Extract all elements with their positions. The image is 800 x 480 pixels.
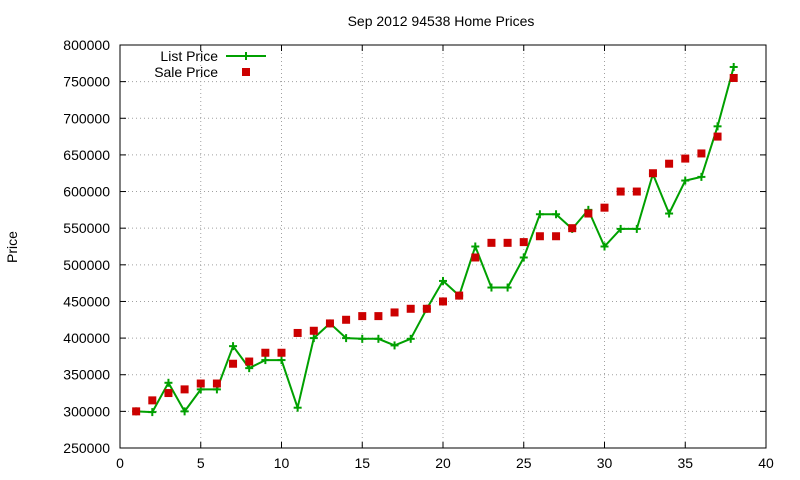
- list-price-point: [503, 283, 512, 292]
- sale-price-point: [729, 73, 738, 82]
- list-price-point: [180, 407, 189, 416]
- legend-label: Sale Price: [154, 64, 218, 80]
- sale-price-point: [406, 304, 415, 313]
- axes: 250000 300000 350000 400000 450000 500000 5500…: [63, 37, 774, 471]
- y-tick-label: 800000: [63, 37, 110, 53]
- list-price-point: [164, 378, 173, 387]
- list-price-point: [309, 334, 318, 343]
- x-tick-label: 30: [597, 455, 613, 471]
- sale-price-point: [713, 132, 722, 141]
- list-price-point: [681, 176, 690, 185]
- y-tick-label: 350000: [63, 367, 110, 383]
- list-price-point: [535, 210, 544, 219]
- sale-price-point: [309, 326, 318, 335]
- sale-price-point: [164, 389, 173, 398]
- y-axis-label: Price: [4, 231, 20, 263]
- list-price-point: [439, 276, 447, 285]
- sale-price-point: [374, 312, 383, 321]
- sale-price-point: [568, 224, 577, 233]
- sale-price-point: [422, 304, 431, 313]
- legend-label: List Price: [160, 48, 218, 64]
- y-tick-label: 400000: [63, 330, 110, 346]
- sale-price-point: [600, 203, 609, 212]
- list-price-point: [277, 356, 286, 365]
- y-tick-label: 300000: [63, 403, 110, 419]
- list-price-point: [406, 334, 415, 343]
- sale-price-point: [342, 315, 351, 324]
- y-tick-label: 750000: [63, 74, 110, 90]
- sale-price-point: [584, 209, 593, 218]
- y-tick-label: 700000: [63, 110, 110, 126]
- sale-price-point: [681, 154, 690, 163]
- list-price-point: [358, 334, 367, 343]
- sale-price-point: [358, 312, 367, 321]
- y-tick-label: 550000: [63, 220, 110, 236]
- sale-price-point: [325, 319, 334, 328]
- sale-price-point: [487, 238, 496, 247]
- list-price-point: [390, 341, 399, 350]
- list-price-point: [632, 224, 641, 233]
- sale-price-point: [277, 348, 286, 357]
- sale-price-point: [455, 291, 464, 300]
- x-tick-label: 35: [677, 455, 693, 471]
- sale-price-point: [148, 396, 157, 405]
- sale-price-point: [196, 379, 205, 388]
- sale-price-point: [471, 253, 480, 262]
- sale-price-point: [665, 159, 674, 168]
- chart-title: Sep 2012 94538 Home Prices: [348, 13, 535, 29]
- sale-price-point: [212, 379, 221, 388]
- x-tick-label: 5: [197, 455, 205, 471]
- list-price-point: [600, 242, 609, 251]
- sale-price-point: [552, 232, 561, 241]
- sale-price-point: [535, 232, 544, 241]
- list-price-point: [697, 172, 706, 181]
- sale-price-point: [229, 359, 238, 368]
- list-price-point: [293, 403, 302, 412]
- list-price-point: [729, 62, 738, 71]
- list-price-point: [261, 356, 270, 365]
- list-price-point: [519, 253, 528, 262]
- list-price-point: [342, 334, 351, 343]
- sale-price-point: [648, 169, 657, 178]
- y-tick-label: 500000: [63, 257, 110, 273]
- sale-price-point: [616, 187, 625, 196]
- sale-price-point: [519, 238, 528, 247]
- list-price-point: [471, 242, 480, 251]
- series-marks: [132, 62, 738, 417]
- list-price-point: [229, 342, 238, 351]
- x-tick-label: 25: [516, 455, 532, 471]
- sale-price-point: [293, 328, 302, 337]
- sale-price-point: [439, 297, 447, 306]
- sale-price-point: [180, 385, 189, 394]
- list-price-point: [616, 224, 625, 233]
- x-tick-label: 15: [354, 455, 370, 471]
- y-tick-label: 600000: [63, 184, 110, 200]
- x-tick-label: 40: [758, 455, 774, 471]
- list-price-point: [487, 283, 496, 292]
- sale-price-point: [390, 308, 399, 317]
- list-price-point: [148, 408, 157, 417]
- sale-price-point: [245, 357, 254, 366]
- list-price-point: [665, 209, 674, 218]
- list-price-point: [713, 122, 722, 131]
- x-tick-label: 10: [274, 455, 290, 471]
- list-price-point: [374, 334, 383, 343]
- sale-price-point: [503, 238, 512, 247]
- sale-price-point: [632, 187, 641, 196]
- sale-price-point: [697, 149, 706, 158]
- y-tick-label: 650000: [63, 147, 110, 163]
- sale-price-point: [132, 407, 141, 416]
- legend-swatch-marker: [242, 52, 250, 60]
- x-tick-label: 0: [116, 455, 124, 471]
- x-tick-label: 20: [435, 455, 451, 471]
- list-price-point: [552, 210, 561, 219]
- y-tick-label: 250000: [63, 440, 110, 456]
- legend-swatch-marker: [242, 68, 250, 76]
- y-tick-label: 450000: [63, 293, 110, 309]
- sale-price-point: [261, 348, 270, 357]
